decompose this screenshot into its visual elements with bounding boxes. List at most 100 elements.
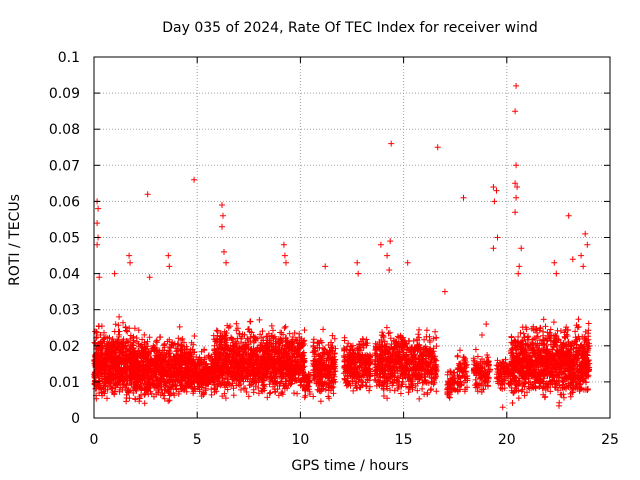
data-point <box>275 359 282 366</box>
data-point <box>240 378 247 385</box>
data-point <box>133 376 140 383</box>
data-point <box>306 388 313 395</box>
data-point <box>318 385 325 392</box>
data-point <box>186 353 193 360</box>
data-point <box>190 349 197 356</box>
data-point <box>208 376 214 383</box>
data-point <box>98 352 105 359</box>
data-point <box>211 389 218 396</box>
data-point <box>102 350 109 357</box>
data-point <box>320 350 327 357</box>
data-point <box>141 339 148 346</box>
data-point <box>234 359 240 366</box>
data-point <box>152 371 158 378</box>
data-point <box>264 362 271 369</box>
data-point <box>141 331 148 338</box>
data-point <box>268 322 275 329</box>
data-point <box>231 348 238 354</box>
data-point <box>277 378 284 385</box>
data-point <box>311 348 318 355</box>
data-point <box>221 346 228 353</box>
data-point <box>363 336 370 343</box>
data-point <box>222 375 228 381</box>
data-point <box>380 373 387 380</box>
data-point <box>111 388 118 395</box>
data-point <box>123 382 130 389</box>
data-point <box>184 367 191 374</box>
data-point <box>162 383 169 390</box>
data-point <box>314 386 321 393</box>
data-point <box>259 328 266 335</box>
data-point <box>314 358 321 365</box>
data-point <box>243 364 250 371</box>
data-point <box>115 322 122 329</box>
data-point <box>279 352 285 358</box>
data-point <box>120 319 126 326</box>
data-point <box>247 382 254 388</box>
scatter-points <box>91 82 593 411</box>
data-point <box>303 382 310 389</box>
data-point <box>204 364 211 371</box>
data-point <box>116 386 123 393</box>
data-point <box>331 350 338 357</box>
data-point <box>100 365 107 372</box>
data-point <box>147 376 154 382</box>
data-point <box>397 390 404 397</box>
data-point <box>254 368 261 375</box>
data-point <box>341 358 348 365</box>
data-point <box>145 370 152 377</box>
data-point <box>279 391 286 398</box>
data-point <box>291 390 297 397</box>
data-point <box>150 342 157 349</box>
data-point <box>112 383 119 389</box>
data-point <box>296 369 303 376</box>
data-point <box>377 356 384 363</box>
data-point <box>267 370 274 377</box>
data-point <box>354 369 361 376</box>
data-point <box>260 369 267 376</box>
data-point <box>135 327 142 334</box>
data-point <box>267 389 274 396</box>
data-point <box>298 337 305 344</box>
data-point <box>378 353 385 360</box>
data-point <box>286 363 293 370</box>
data-point <box>282 323 289 330</box>
data-point <box>296 334 303 341</box>
data-point <box>236 330 243 337</box>
data-point <box>210 377 217 384</box>
data-point <box>114 338 120 344</box>
data-point <box>116 313 123 320</box>
data-point <box>294 390 301 397</box>
data-point <box>251 369 258 376</box>
data-point <box>193 373 199 379</box>
data-point <box>346 361 353 368</box>
data-point <box>164 338 171 345</box>
data-point <box>97 346 104 353</box>
data-point <box>146 334 153 341</box>
data-point <box>316 373 323 380</box>
data-point <box>232 338 239 345</box>
data-point <box>140 351 147 358</box>
data-point <box>242 358 249 365</box>
data-point <box>93 383 100 390</box>
data-point <box>250 386 257 393</box>
data-point <box>143 381 150 388</box>
data-point <box>293 351 300 357</box>
data-point <box>247 347 254 354</box>
data-point <box>367 366 373 373</box>
data-point <box>263 340 270 347</box>
data-point <box>365 358 372 364</box>
data-point <box>175 371 182 378</box>
data-point <box>183 359 190 366</box>
data-point <box>293 367 299 374</box>
data-point <box>92 379 99 386</box>
data-point <box>341 365 348 372</box>
data-point <box>380 333 387 339</box>
data-point <box>153 391 160 398</box>
data-point <box>120 356 127 363</box>
data-point <box>198 370 205 376</box>
data-point <box>379 342 386 348</box>
data-point <box>218 381 225 388</box>
data-point <box>179 335 186 342</box>
data-point <box>181 339 187 346</box>
